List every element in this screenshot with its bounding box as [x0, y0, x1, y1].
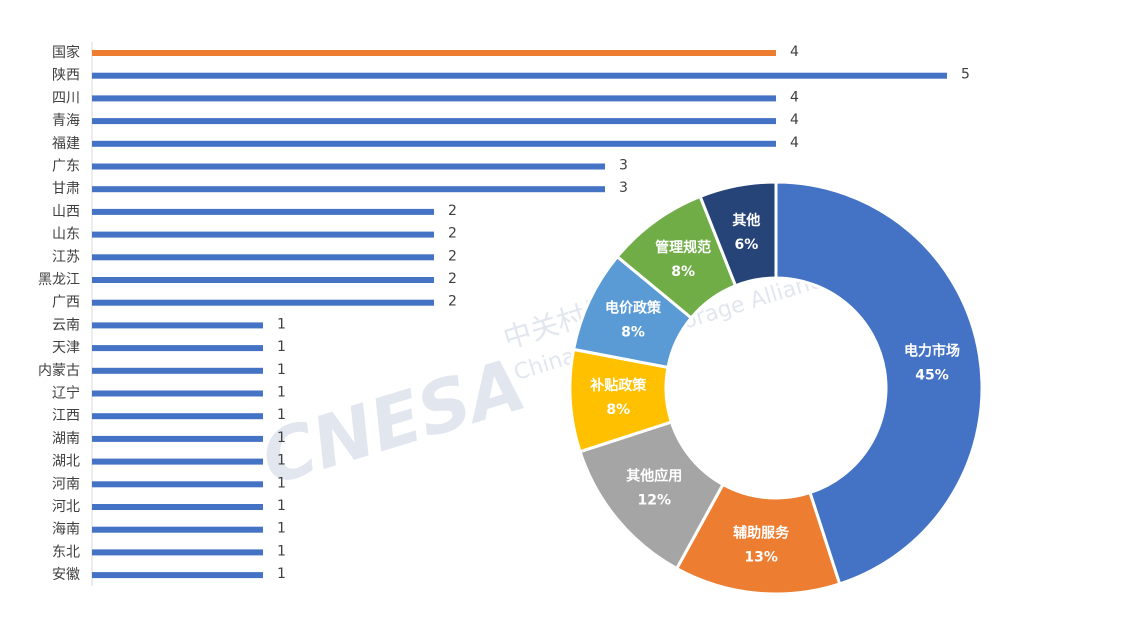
value-label: 1 [277, 566, 286, 582]
y-tick-label: 湖南 [52, 431, 80, 447]
bar [92, 435, 263, 442]
value-label: 2 [448, 226, 457, 242]
bar [92, 208, 434, 215]
value-label: 1 [277, 385, 286, 401]
value-label: 2 [448, 271, 457, 287]
y-tick-label: 青海 [52, 113, 80, 129]
value-label: 3 [619, 158, 628, 174]
slice-value: 8% [621, 325, 645, 341]
y-tick-label: 国家 [52, 44, 80, 61]
y-tick-label: 陕西 [52, 68, 80, 84]
bar [92, 50, 776, 56]
bar [92, 345, 263, 352]
y-tick-label: 安徽 [52, 567, 80, 583]
slice-label: 补贴政策 [589, 377, 647, 394]
bar [92, 504, 263, 510]
donut-slice [698, 180, 778, 288]
y-tick-label: 河北 [52, 499, 80, 515]
value-label: 2 [448, 203, 457, 219]
bar [92, 95, 776, 102]
bar [92, 118, 776, 125]
bar [92, 481, 263, 488]
bar [92, 140, 776, 147]
bar [92, 277, 434, 283]
bar [92, 413, 263, 420]
value-label: 1 [277, 430, 286, 446]
value-label: 1 [277, 521, 286, 537]
y-tick-label: 云南 [52, 317, 80, 333]
value-label: 1 [277, 543, 286, 559]
y-tick-label: 江西 [52, 408, 80, 424]
bar [92, 526, 263, 533]
value-label: 1 [277, 339, 286, 355]
y-tick-label: 黑龙江 [38, 272, 80, 288]
y-tick-label: 广西 [52, 295, 80, 311]
y-tick-label: 山东 [52, 227, 80, 243]
bar [92, 458, 263, 465]
slice-value: 12% [638, 493, 672, 509]
value-label: 5 [961, 67, 970, 83]
slice-label: 电力市场 [904, 342, 960, 359]
value-label: 3 [619, 180, 628, 196]
value-label: 1 [277, 498, 286, 514]
y-tick-label: 甘肃 [52, 181, 80, 197]
bar [92, 390, 263, 397]
slice-value: 8% [671, 264, 695, 280]
bar [92, 299, 434, 306]
bar [92, 367, 263, 374]
y-tick-label: 河南 [52, 476, 80, 492]
slice-value: 6% [735, 237, 759, 253]
y-tick-label: 湖北 [52, 454, 80, 470]
value-label: 1 [277, 453, 286, 469]
value-label: 4 [790, 112, 799, 128]
slice-label: 辅助服务 [733, 524, 790, 541]
slice-label: 其他 [732, 212, 760, 229]
bar [92, 322, 263, 329]
bar [92, 72, 947, 79]
slice-label: 管理规范 [655, 239, 711, 256]
slice-label: 其他应用 [626, 468, 682, 485]
slice-value: 8% [606, 402, 630, 418]
y-tick-label: 辽宁 [52, 385, 80, 402]
y-tick-label: 福建 [52, 136, 80, 152]
y-tick-label: 江苏 [52, 249, 80, 265]
y-tick-label: 天津 [52, 340, 80, 356]
bar [92, 549, 263, 556]
bar [92, 186, 605, 193]
value-label: 1 [277, 362, 286, 378]
watermark-logo: CNESA [252, 342, 535, 501]
bar [92, 254, 434, 261]
y-tick-label: 东北 [52, 544, 80, 560]
value-label: 2 [448, 248, 457, 264]
y-tick-label: 广东 [52, 159, 80, 175]
value-label: 4 [790, 135, 799, 151]
slice-value: 13% [744, 549, 778, 565]
value-label: 1 [277, 475, 286, 491]
bar [92, 572, 263, 579]
bar [92, 163, 605, 170]
y-tick-label: 山西 [52, 204, 80, 220]
value-label: 4 [790, 44, 799, 60]
value-label: 1 [277, 316, 286, 332]
slice-label: 电价政策 [605, 300, 662, 317]
value-label: 1 [277, 407, 286, 423]
y-tick-label: 海南 [52, 522, 80, 538]
bar [92, 231, 434, 238]
value-label: 2 [448, 294, 457, 310]
y-tick-label: 四川 [52, 90, 80, 106]
donut-slice [774, 180, 984, 586]
slice-value: 45% [915, 367, 949, 383]
y-tick-label: 内蒙古 [38, 363, 80, 379]
value-label: 4 [790, 89, 799, 105]
